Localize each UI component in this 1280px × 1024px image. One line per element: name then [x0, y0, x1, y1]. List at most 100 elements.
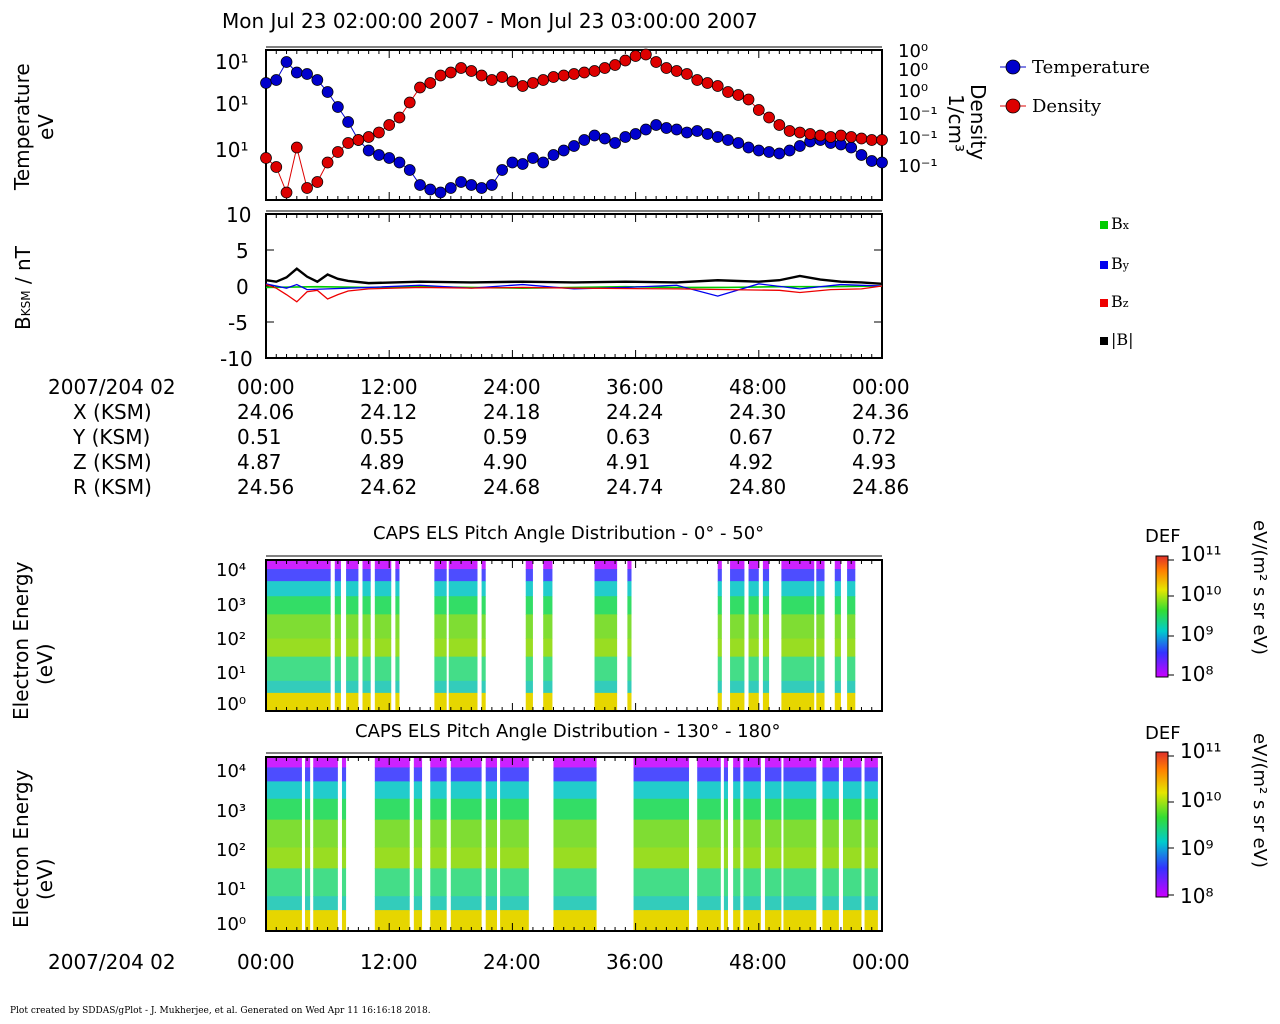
spectro-band	[733, 910, 741, 932]
spectro-band	[525, 614, 533, 640]
spectro-band	[764, 868, 782, 897]
density-point	[824, 131, 837, 143]
spectro-band	[733, 781, 741, 800]
temperature-point	[752, 144, 765, 157]
spectro-band	[633, 896, 689, 911]
spectro-band	[717, 560, 722, 570]
spectro-band	[816, 656, 825, 682]
spectro-band	[434, 692, 447, 712]
density-point	[290, 141, 303, 154]
sp2-ytick-4: 10⁴	[216, 761, 247, 782]
spectro-band	[864, 781, 878, 800]
spectro-band	[594, 596, 618, 615]
spectro-data-interval	[723, 757, 728, 932]
spectro-band	[334, 638, 341, 658]
density-point	[711, 80, 724, 92]
spectro-band	[346, 596, 359, 615]
spectro-band	[395, 692, 400, 712]
spectro-band	[266, 581, 331, 597]
temperature-point	[578, 134, 591, 146]
density-point	[691, 74, 704, 86]
spectro-band	[430, 847, 447, 869]
temperature-point	[691, 125, 704, 137]
spectro-band	[822, 798, 839, 821]
density-point	[804, 128, 816, 140]
spectro-band	[730, 638, 745, 658]
density-point	[752, 104, 765, 116]
spectro-band	[525, 638, 533, 658]
spectro-band	[633, 819, 689, 848]
temperature-point	[403, 164, 416, 176]
density-point	[465, 65, 478, 77]
spectro-band	[553, 819, 597, 848]
spectro-band	[450, 868, 482, 897]
spectro-band	[362, 638, 371, 658]
spectro-data-interval	[341, 757, 347, 932]
spectro-band	[834, 638, 841, 658]
spectro-band	[341, 781, 347, 800]
spectro-band	[764, 896, 782, 911]
spectro-band	[313, 767, 338, 782]
cbar1-title: DEF	[1145, 526, 1181, 547]
spectro-band	[434, 596, 447, 615]
density-point	[681, 68, 693, 80]
spectro-band	[430, 868, 447, 897]
spectro-band	[266, 596, 331, 615]
temperature-point	[845, 141, 858, 154]
density-point	[475, 69, 488, 82]
ephem-cell: 24.18	[483, 400, 541, 424]
bfield-ytick-5: 5	[236, 239, 249, 263]
spectro-data-interval	[374, 757, 410, 932]
temperature-point	[722, 134, 734, 146]
spectro-band	[413, 757, 423, 768]
spectro-band	[481, 560, 486, 570]
spectro-data-interval	[730, 560, 745, 712]
temperature-point	[424, 183, 437, 196]
spectro-band	[842, 798, 862, 821]
spectro-band	[334, 680, 341, 694]
spectro-band	[543, 692, 553, 712]
density-point	[414, 81, 426, 94]
spectro-band	[500, 781, 529, 800]
spectro-band	[627, 614, 632, 640]
spectro-band	[374, 910, 410, 932]
spectro-band	[723, 819, 728, 848]
spectro-band	[525, 560, 533, 570]
spectro-band	[448, 614, 478, 640]
spectro-band	[733, 847, 741, 869]
spectro-band	[362, 656, 371, 682]
density-point	[260, 152, 272, 164]
spectro-band	[783, 757, 817, 768]
density-point	[342, 137, 354, 149]
spectro-band	[448, 596, 478, 615]
legend-bx: Bx	[1100, 216, 1129, 232]
spectro-band	[305, 868, 311, 897]
spectro-band	[448, 656, 478, 682]
spectro-band	[481, 692, 486, 712]
spectro-band	[413, 910, 423, 932]
spectro-band	[305, 767, 311, 782]
density-ytick-6: 10⁻¹	[898, 156, 938, 177]
spectro-band	[313, 819, 338, 848]
spectro-band	[374, 819, 410, 848]
spectro-band	[627, 596, 632, 615]
spectro-band	[395, 638, 400, 658]
bfield-series-line	[265, 283, 883, 303]
bottom-time-2: 24:00	[483, 950, 541, 974]
spectro-band	[430, 767, 447, 782]
spectro-band	[500, 767, 529, 782]
spectro-data-interval	[834, 560, 841, 712]
spectro-band	[395, 680, 400, 694]
spectro-band	[395, 596, 400, 615]
spectro1-plot	[265, 555, 883, 712]
spectro-band	[434, 560, 447, 570]
spectro-band	[842, 910, 862, 932]
legend-temperature: Temperature	[1000, 57, 1150, 78]
spectro-band	[374, 781, 410, 800]
spectro-band	[743, 868, 761, 897]
sp2-ylabel-1: Electron Energy	[9, 769, 33, 928]
spectro-band	[633, 847, 689, 869]
density-point	[650, 56, 662, 68]
density-point	[794, 126, 806, 139]
spectro-band	[485, 798, 497, 821]
